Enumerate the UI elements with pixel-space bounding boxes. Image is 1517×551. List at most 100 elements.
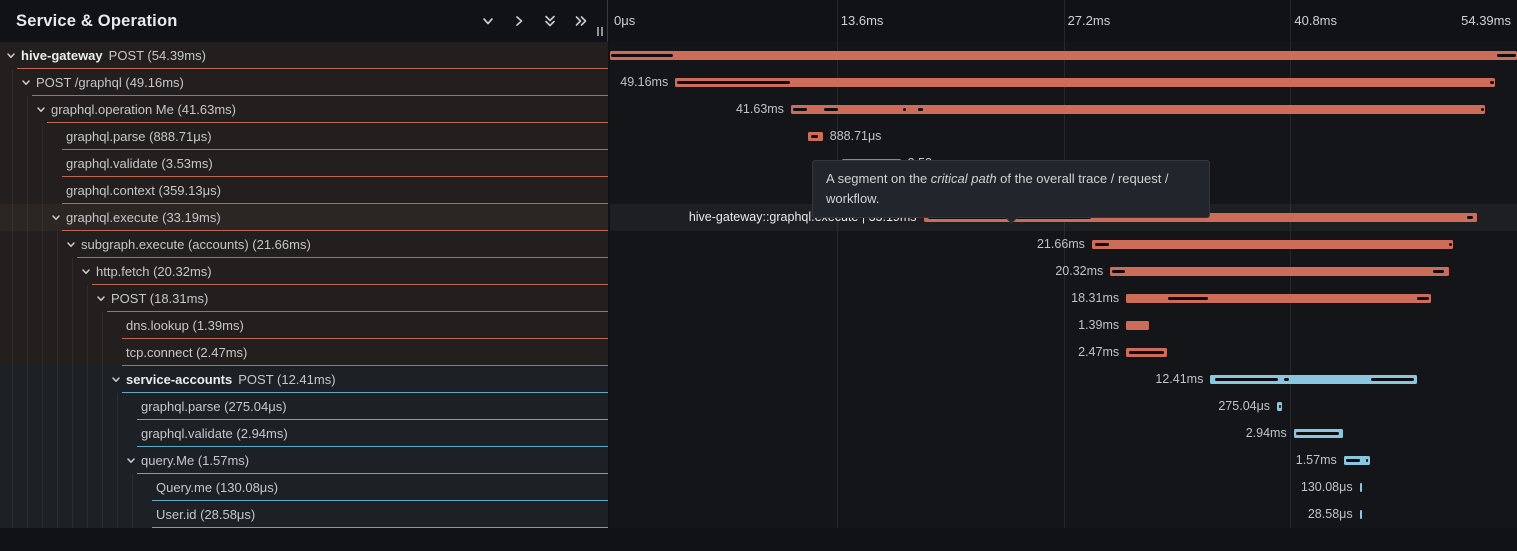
span-row-label[interactable]: http.fetch (20.32ms) — [0, 258, 608, 285]
critical-path-segment[interactable] — [677, 81, 790, 84]
timeline-row: 1.57ms — [610, 447, 1517, 474]
span-row-label[interactable]: subgraph.execute (accounts) (21.66ms) — [0, 231, 608, 258]
span-row-label[interactable]: graphql.execute (33.19ms) — [0, 204, 608, 231]
critical-path-segment[interactable] — [917, 108, 924, 111]
critical-path-segment[interactable] — [823, 108, 839, 111]
row-underline — [47, 122, 608, 123]
critical-path-segment[interactable] — [1489, 81, 1494, 84]
critical-path-segment[interactable] — [792, 108, 808, 111]
critical-path-segment[interactable] — [1296, 432, 1340, 435]
critical-path-segment[interactable] — [902, 108, 906, 111]
expand-chevron-icon[interactable] — [81, 267, 91, 277]
indent-guide — [57, 258, 58, 285]
indent-guide — [87, 501, 88, 528]
span-tree-rows: hive-gateway POST (54.39ms) POST /graphql … — [0, 0, 1517, 528]
expand-chevron-icon[interactable] — [6, 51, 16, 61]
critical-path-segment[interactable] — [1365, 459, 1368, 462]
span-row-label[interactable]: hive-gateway POST (54.39ms) — [0, 42, 608, 69]
span-bar[interactable] — [1210, 375, 1418, 384]
expand-chevron-icon[interactable] — [96, 294, 106, 304]
critical-path-segment[interactable] — [1433, 270, 1445, 273]
span-row-label[interactable]: graphql.parse (275.04μs) — [0, 393, 608, 420]
span-row-label[interactable]: graphql.validate (3.53ms) — [0, 150, 608, 177]
span-row-label[interactable]: graphql.operation Me (41.63ms) — [0, 96, 608, 123]
critical-path-segment[interactable] — [1467, 216, 1473, 219]
indent-guide — [42, 285, 43, 312]
indent-guide — [87, 474, 88, 501]
critical-path-segment[interactable] — [1214, 378, 1278, 381]
critical-path-segment[interactable] — [611, 54, 674, 57]
span-bar[interactable] — [790, 105, 1486, 114]
indent-guide — [87, 393, 88, 420]
span-bar[interactable] — [1091, 240, 1454, 249]
critical-path-segment[interactable] — [1279, 405, 1282, 408]
timeline-row — [610, 42, 1517, 69]
span-row-label[interactable]: POST (18.31ms) — [0, 285, 608, 312]
timeline-row: 21.66ms — [610, 231, 1517, 258]
timeline-row: 275.04μs — [610, 393, 1517, 420]
panel-resize-grip-icon[interactable] — [596, 27, 604, 36]
indent-guide — [102, 474, 103, 501]
span-name-label: tcp.connect (2.47ms) — [126, 345, 248, 360]
critical-path-segment[interactable] — [1497, 54, 1516, 57]
span-bar[interactable] — [1359, 483, 1363, 492]
span-bar[interactable] — [675, 78, 1495, 87]
expand-chevron-icon[interactable] — [21, 78, 31, 88]
chevron-right-icon[interactable] — [512, 14, 526, 28]
timeline-row: 18.31ms — [610, 285, 1517, 312]
span-duration-label: 28.58μs — [1307, 507, 1353, 521]
critical-path-segment[interactable] — [811, 135, 819, 138]
critical-path-segment[interactable] — [1371, 378, 1414, 381]
chevron-down-icon[interactable] — [481, 14, 495, 28]
expand-chevron-icon[interactable] — [51, 213, 61, 223]
expand-chevron-icon[interactable] — [111, 375, 121, 385]
span-row-label[interactable]: graphql.validate (2.94ms) — [0, 420, 608, 447]
indent-guide — [57, 420, 58, 447]
span-bar[interactable] — [1359, 510, 1363, 519]
indent-guide — [102, 420, 103, 447]
expand-chevron-icon[interactable] — [126, 456, 136, 466]
timeline-row: 1.39ms — [610, 312, 1517, 339]
indent-guide — [27, 177, 28, 204]
span-row-label[interactable]: graphql.context (359.13μs) — [0, 177, 608, 204]
tooltip-text-emphasis: critical path — [930, 171, 997, 186]
timeline-tick-label: 54.39ms — [1461, 13, 1511, 28]
critical-path-segment[interactable] — [1112, 270, 1126, 273]
critical-path-segment[interactable] — [1128, 351, 1165, 354]
critical-path-segment[interactable] — [1417, 297, 1430, 300]
double-chevron-right-icon[interactable] — [574, 14, 588, 28]
span-bar[interactable] — [1126, 321, 1150, 330]
critical-path-segment[interactable] — [1346, 459, 1361, 462]
indent-guide — [12, 69, 13, 96]
span-name-label: graphql.validate (3.53ms) — [66, 156, 213, 171]
span-bar[interactable] — [1126, 294, 1432, 303]
span-duration-label: 12.41ms — [1155, 372, 1204, 386]
span-row-label[interactable]: tcp.connect (2.47ms) — [0, 339, 608, 366]
critical-path-segment[interactable] — [1448, 243, 1452, 246]
span-bar[interactable] — [1110, 267, 1450, 276]
span-row-label[interactable]: POST /graphql (49.16ms) — [0, 69, 608, 96]
span-row-label[interactable]: User.id (28.58μs) — [0, 501, 608, 528]
expand-chevron-icon[interactable] — [66, 240, 76, 250]
indent-guide — [57, 231, 58, 258]
critical-path-segment[interactable] — [1283, 378, 1289, 381]
span-name-label: graphql.context (359.13μs) — [66, 183, 221, 198]
expand-chevron-icon[interactable] — [36, 105, 46, 115]
indent-guide — [27, 366, 28, 393]
span-row-label[interactable]: query.Me (1.57ms) — [0, 447, 608, 474]
span-row-label[interactable]: graphql.parse (888.71μs) — [0, 123, 608, 150]
critical-path-segment[interactable] — [1481, 108, 1484, 111]
span-duration-label: 49.16ms — [620, 75, 669, 89]
span-duration-label: 888.71μs — [829, 129, 882, 143]
span-row-label[interactable]: dns.lookup (1.39ms) — [0, 312, 608, 339]
span-row-label[interactable]: Query.me (130.08μs) — [0, 474, 608, 501]
span-row-label[interactable]: service-accounts POST (12.41ms) — [0, 366, 608, 393]
span-bar[interactable] — [610, 51, 1517, 60]
indent-guide — [102, 366, 103, 393]
critical-path-segment[interactable] — [1094, 243, 1110, 246]
indent-guide — [42, 339, 43, 366]
span-name-label: Query.me (130.08μs) — [156, 480, 279, 495]
critical-path-segment[interactable] — [1167, 297, 1208, 300]
indent-guide — [27, 420, 28, 447]
double-chevron-down-icon[interactable] — [543, 14, 557, 28]
